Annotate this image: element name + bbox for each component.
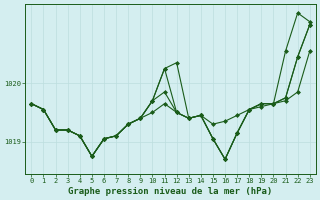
X-axis label: Graphe pression niveau de la mer (hPa): Graphe pression niveau de la mer (hPa)	[68, 187, 273, 196]
